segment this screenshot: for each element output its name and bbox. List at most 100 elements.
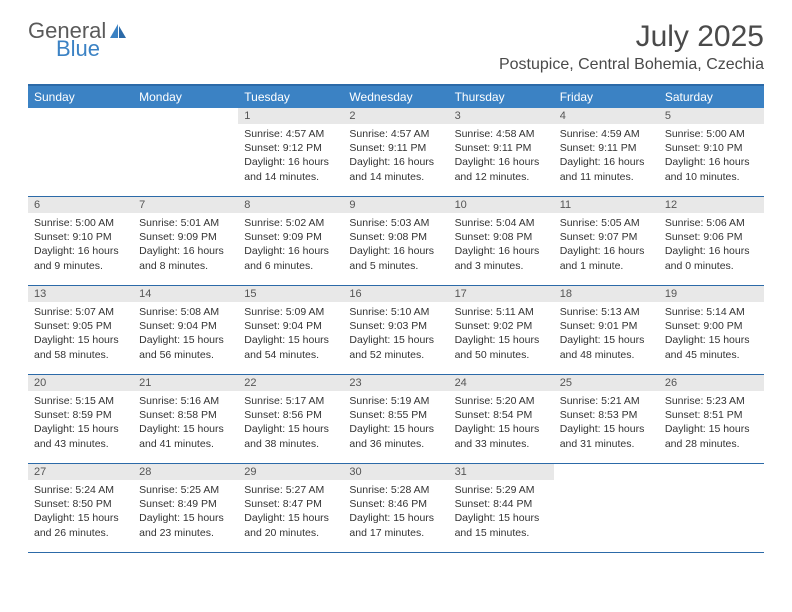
day-content: Sunrise: 4:57 AMSunset: 9:11 PMDaylight:… <box>343 124 448 187</box>
sunrise-text: Sunrise: 5:17 AM <box>244 394 337 408</box>
day-content: Sunrise: 5:16 AMSunset: 8:58 PMDaylight:… <box>133 391 238 454</box>
daylight-text: Daylight: 16 hours and 5 minutes. <box>349 244 442 272</box>
week-row: 1Sunrise: 4:57 AMSunset: 9:12 PMDaylight… <box>28 108 764 197</box>
day-cell-15: 15Sunrise: 5:09 AMSunset: 9:04 PMDayligh… <box>238 286 343 374</box>
day-cell-empty <box>554 464 659 552</box>
sunrise-text: Sunrise: 5:07 AM <box>34 305 127 319</box>
day-header-monday: Monday <box>133 86 238 108</box>
sunrise-text: Sunrise: 5:04 AM <box>455 216 548 230</box>
sunrise-text: Sunrise: 5:20 AM <box>455 394 548 408</box>
day-cell-27: 27Sunrise: 5:24 AMSunset: 8:50 PMDayligh… <box>28 464 133 552</box>
day-cell-12: 12Sunrise: 5:06 AMSunset: 9:06 PMDayligh… <box>659 197 764 285</box>
day-content: Sunrise: 4:58 AMSunset: 9:11 PMDaylight:… <box>449 124 554 187</box>
day-content: Sunrise: 5:23 AMSunset: 8:51 PMDaylight:… <box>659 391 764 454</box>
day-header-sunday: Sunday <box>28 86 133 108</box>
day-headers-row: SundayMondayTuesdayWednesdayThursdayFrid… <box>28 86 764 108</box>
day-content: Sunrise: 5:08 AMSunset: 9:04 PMDaylight:… <box>133 302 238 365</box>
logo: General Blue <box>28 20 128 60</box>
day-cell-28: 28Sunrise: 5:25 AMSunset: 8:49 PMDayligh… <box>133 464 238 552</box>
day-content: Sunrise: 5:19 AMSunset: 8:55 PMDaylight:… <box>343 391 448 454</box>
daylight-text: Daylight: 15 hours and 41 minutes. <box>139 422 232 450</box>
day-number: 20 <box>28 375 133 391</box>
sunset-text: Sunset: 8:44 PM <box>455 497 548 511</box>
sunset-text: Sunset: 9:08 PM <box>349 230 442 244</box>
day-number: 23 <box>343 375 448 391</box>
day-cell-14: 14Sunrise: 5:08 AMSunset: 9:04 PMDayligh… <box>133 286 238 374</box>
day-number: 4 <box>554 108 659 124</box>
day-cell-empty <box>659 464 764 552</box>
day-cell-17: 17Sunrise: 5:11 AMSunset: 9:02 PMDayligh… <box>449 286 554 374</box>
location-text: Postupice, Central Bohemia, Czechia <box>499 56 764 74</box>
week-row: 20Sunrise: 5:15 AMSunset: 8:59 PMDayligh… <box>28 375 764 464</box>
week-row: 13Sunrise: 5:07 AMSunset: 9:05 PMDayligh… <box>28 286 764 375</box>
sunrise-text: Sunrise: 5:25 AM <box>139 483 232 497</box>
sunset-text: Sunset: 8:49 PM <box>139 497 232 511</box>
day-cell-10: 10Sunrise: 5:04 AMSunset: 9:08 PMDayligh… <box>449 197 554 285</box>
day-content: Sunrise: 5:06 AMSunset: 9:06 PMDaylight:… <box>659 213 764 276</box>
day-cell-8: 8Sunrise: 5:02 AMSunset: 9:09 PMDaylight… <box>238 197 343 285</box>
day-header-tuesday: Tuesday <box>238 86 343 108</box>
week-row: 27Sunrise: 5:24 AMSunset: 8:50 PMDayligh… <box>28 464 764 553</box>
sunrise-text: Sunrise: 5:16 AM <box>139 394 232 408</box>
sunrise-text: Sunrise: 5:23 AM <box>665 394 758 408</box>
sunrise-text: Sunrise: 5:19 AM <box>349 394 442 408</box>
day-number: 12 <box>659 197 764 213</box>
daylight-text: Daylight: 15 hours and 17 minutes. <box>349 511 442 539</box>
logo-text-blue: Blue <box>56 38 128 60</box>
sunset-text: Sunset: 9:09 PM <box>139 230 232 244</box>
day-number: 16 <box>343 286 448 302</box>
sunset-text: Sunset: 9:02 PM <box>455 319 548 333</box>
month-title: July 2025 <box>499 20 764 54</box>
day-header-saturday: Saturday <box>659 86 764 108</box>
day-cell-9: 9Sunrise: 5:03 AMSunset: 9:08 PMDaylight… <box>343 197 448 285</box>
day-number: 1 <box>238 108 343 124</box>
day-number: 29 <box>238 464 343 480</box>
sunset-text: Sunset: 8:51 PM <box>665 408 758 422</box>
sunrise-text: Sunrise: 5:29 AM <box>455 483 548 497</box>
day-cell-5: 5Sunrise: 5:00 AMSunset: 9:10 PMDaylight… <box>659 108 764 196</box>
day-cell-13: 13Sunrise: 5:07 AMSunset: 9:05 PMDayligh… <box>28 286 133 374</box>
daylight-text: Daylight: 15 hours and 52 minutes. <box>349 333 442 361</box>
daylight-text: Daylight: 15 hours and 23 minutes. <box>139 511 232 539</box>
day-cell-20: 20Sunrise: 5:15 AMSunset: 8:59 PMDayligh… <box>28 375 133 463</box>
sunset-text: Sunset: 9:12 PM <box>244 141 337 155</box>
day-number: 30 <box>343 464 448 480</box>
day-cell-26: 26Sunrise: 5:23 AMSunset: 8:51 PMDayligh… <box>659 375 764 463</box>
sunset-text: Sunset: 9:04 PM <box>244 319 337 333</box>
sunrise-text: Sunrise: 5:11 AM <box>455 305 548 319</box>
sunset-text: Sunset: 9:04 PM <box>139 319 232 333</box>
day-number: 22 <box>238 375 343 391</box>
day-content: Sunrise: 5:00 AMSunset: 9:10 PMDaylight:… <box>659 124 764 187</box>
day-content: Sunrise: 5:20 AMSunset: 8:54 PMDaylight:… <box>449 391 554 454</box>
daylight-text: Daylight: 16 hours and 8 minutes. <box>139 244 232 272</box>
daylight-text: Daylight: 15 hours and 48 minutes. <box>560 333 653 361</box>
day-number: 5 <box>659 108 764 124</box>
daylight-text: Daylight: 15 hours and 56 minutes. <box>139 333 232 361</box>
day-cell-6: 6Sunrise: 5:00 AMSunset: 9:10 PMDaylight… <box>28 197 133 285</box>
day-content: Sunrise: 5:07 AMSunset: 9:05 PMDaylight:… <box>28 302 133 365</box>
day-cell-7: 7Sunrise: 5:01 AMSunset: 9:09 PMDaylight… <box>133 197 238 285</box>
header: General Blue July 2025 Postupice, Centra… <box>0 0 792 78</box>
day-cell-24: 24Sunrise: 5:20 AMSunset: 8:54 PMDayligh… <box>449 375 554 463</box>
day-cell-31: 31Sunrise: 5:29 AMSunset: 8:44 PMDayligh… <box>449 464 554 552</box>
day-content: Sunrise: 5:24 AMSunset: 8:50 PMDaylight:… <box>28 480 133 543</box>
day-content: Sunrise: 5:15 AMSunset: 8:59 PMDaylight:… <box>28 391 133 454</box>
sunrise-text: Sunrise: 5:28 AM <box>349 483 442 497</box>
sunset-text: Sunset: 9:05 PM <box>34 319 127 333</box>
sunset-text: Sunset: 8:46 PM <box>349 497 442 511</box>
day-number: 21 <box>133 375 238 391</box>
sunrise-text: Sunrise: 5:00 AM <box>34 216 127 230</box>
daylight-text: Daylight: 16 hours and 10 minutes. <box>665 155 758 183</box>
daylight-text: Daylight: 15 hours and 45 minutes. <box>665 333 758 361</box>
day-cell-2: 2Sunrise: 4:57 AMSunset: 9:11 PMDaylight… <box>343 108 448 196</box>
weeks-container: 1Sunrise: 4:57 AMSunset: 9:12 PMDaylight… <box>28 108 764 553</box>
day-cell-4: 4Sunrise: 4:59 AMSunset: 9:11 PMDaylight… <box>554 108 659 196</box>
daylight-text: Daylight: 16 hours and 12 minutes. <box>455 155 548 183</box>
day-number: 25 <box>554 375 659 391</box>
sunrise-text: Sunrise: 4:59 AM <box>560 127 653 141</box>
day-cell-18: 18Sunrise: 5:13 AMSunset: 9:01 PMDayligh… <box>554 286 659 374</box>
calendar: SundayMondayTuesdayWednesdayThursdayFrid… <box>28 84 764 553</box>
sunset-text: Sunset: 9:11 PM <box>455 141 548 155</box>
daylight-text: Daylight: 15 hours and 58 minutes. <box>34 333 127 361</box>
sunset-text: Sunset: 9:00 PM <box>665 319 758 333</box>
